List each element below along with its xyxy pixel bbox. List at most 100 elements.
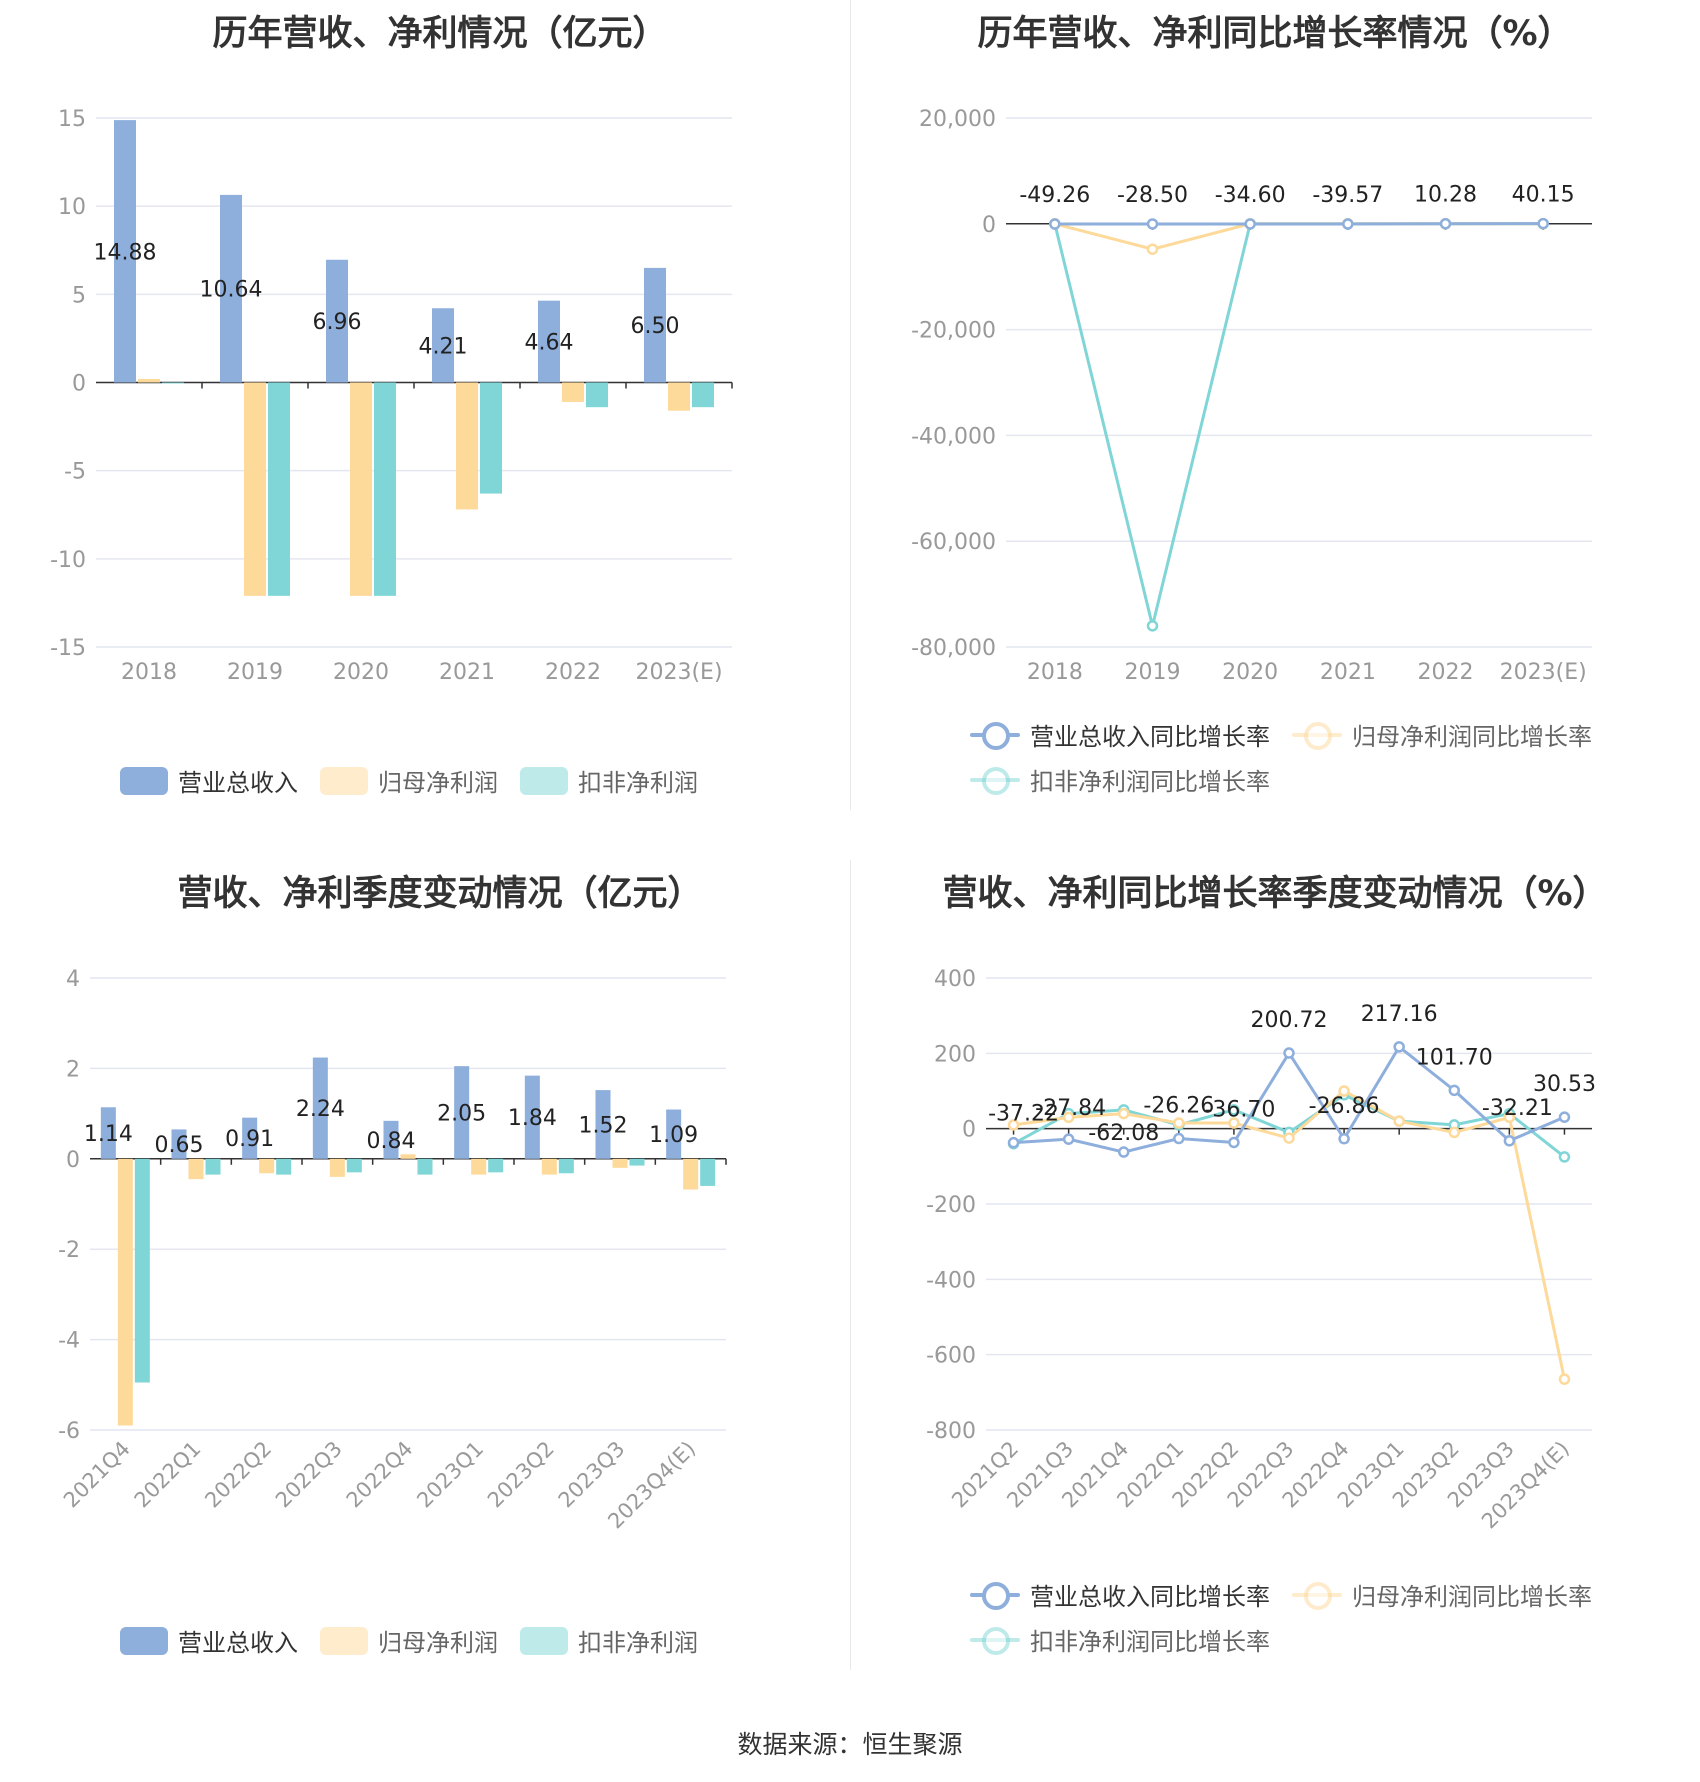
x-tick-label: 2020 bbox=[1222, 660, 1278, 685]
data-label: -36.70 bbox=[1204, 1097, 1275, 1122]
series-point bbox=[1503, 1135, 1516, 1147]
y-tick-label: 0 bbox=[66, 1148, 80, 1173]
bar bbox=[346, 1158, 362, 1173]
bar bbox=[205, 1158, 221, 1175]
legend-item[interactable]: 扣非净利润同比增长率 bbox=[970, 757, 1270, 802]
bar bbox=[329, 1158, 345, 1177]
x-tick-label: 2021 bbox=[1320, 660, 1376, 685]
series-point bbox=[1173, 1132, 1185, 1145]
y-tick-label: 400 bbox=[934, 967, 976, 992]
chart-plot: 420-2-4-61.142021Q40.652022Q10.912022Q22… bbox=[58, 967, 727, 1533]
legend-swatch bbox=[520, 766, 568, 795]
y-tick-label: -200 bbox=[926, 1193, 976, 1218]
series-point bbox=[1007, 1136, 1020, 1149]
y-tick-label: -6 bbox=[58, 1419, 80, 1444]
data-label: -27.84 bbox=[1035, 1096, 1106, 1121]
legend-label: 归母净利润同比增长率 bbox=[1352, 723, 1592, 751]
legend-item[interactable]: 扣非净利润 bbox=[520, 1618, 698, 1663]
bar bbox=[541, 1158, 557, 1175]
series-point bbox=[1228, 1136, 1240, 1149]
bar bbox=[683, 1158, 699, 1190]
legend-item[interactable]: 归母净利润同比增长率 bbox=[1292, 1572, 1592, 1617]
legend-label: 扣非净利润同比增长率 bbox=[1030, 768, 1270, 796]
chart-plot: 15 10 5 0 -5 -10 -15 14.88 2018 10.64 2019 6.96 2020… bbox=[50, 107, 733, 685]
series-point bbox=[1448, 1084, 1461, 1097]
data-label: 0.65 bbox=[155, 1133, 204, 1158]
bar bbox=[562, 382, 584, 402]
series-point bbox=[1062, 1111, 1075, 1124]
legend-label: 扣非净利润 bbox=[578, 769, 698, 797]
data-label: 1.14 bbox=[84, 1122, 133, 1147]
bar bbox=[188, 1158, 204, 1180]
legend-label: 营业总收入 bbox=[178, 1629, 298, 1657]
data-label: -26.86 bbox=[1309, 1094, 1380, 1119]
bar bbox=[350, 382, 372, 596]
x-tick-label: 2019 bbox=[227, 660, 283, 685]
chart-quarterly-revenue-profit: 营收、净利季度变动情况（亿元） 4 2 0 -2 -4 -6 1.14 2021Q4 0.65 2… bbox=[0, 860, 850, 1680]
x-tick-label: 2023(E) bbox=[1500, 660, 1587, 685]
x-tick-label: 2022Q4 bbox=[342, 1437, 418, 1513]
data-label: 10.28 bbox=[1414, 183, 1477, 208]
data-label: 0.91 bbox=[225, 1127, 274, 1152]
data-label: 2.24 bbox=[296, 1097, 345, 1122]
legend-item[interactable]: 归母净利润 bbox=[320, 758, 498, 803]
legend-swatch bbox=[970, 1625, 1020, 1655]
chart-legend: 营业总收入同比增长率 归母净利润同比增长率扣非净利润同比增长率 bbox=[970, 712, 1650, 802]
bar bbox=[612, 1158, 628, 1168]
chart-legend: 营业总收入 归母净利润 扣非净利润 bbox=[120, 1618, 720, 1663]
data-label: -28.50 bbox=[1117, 183, 1188, 208]
legend-item[interactable]: 营业总收入同比增长率 bbox=[970, 712, 1270, 757]
y-tick-label: -10 bbox=[50, 548, 86, 573]
chart-annual-revenue-profit: 历年营收、净利情况（亿元） 15 10 5 0 -5 -10 -15 14.88 2018 10.… bbox=[0, 0, 850, 797]
series-point bbox=[1537, 217, 1549, 230]
data-label: 101.70 bbox=[1416, 1045, 1493, 1070]
legend-swatch bbox=[970, 720, 1020, 750]
series-point bbox=[1448, 1126, 1461, 1139]
bar bbox=[117, 1158, 133, 1426]
data-label: 40.15 bbox=[1512, 183, 1575, 208]
y-tick-label: -15 bbox=[50, 636, 86, 661]
legend-item[interactable]: 归母净利润同比增长率 bbox=[1292, 712, 1592, 757]
data-label: 6.96 bbox=[313, 310, 362, 335]
data-label: -37.22 bbox=[988, 1102, 1059, 1127]
bar bbox=[700, 1158, 716, 1186]
bar bbox=[666, 1109, 682, 1159]
series-point bbox=[1117, 1107, 1130, 1120]
y-tick-label: -400 bbox=[926, 1268, 976, 1293]
series-point bbox=[1007, 1119, 1020, 1131]
series-point bbox=[1117, 1146, 1130, 1158]
data-label: -62.08 bbox=[1088, 1121, 1159, 1146]
series-point bbox=[1244, 218, 1256, 230]
legend-item[interactable]: 扣非净利润同比增长率 bbox=[970, 1617, 1270, 1662]
legend-swatch bbox=[320, 766, 368, 795]
legend-item[interactable]: 扣非净利润 bbox=[520, 758, 698, 803]
series-point bbox=[1228, 1104, 1240, 1116]
legend-swatch bbox=[970, 1580, 1020, 1610]
legend-item[interactable]: 营业总收入 bbox=[120, 1618, 298, 1663]
legend-swatch bbox=[120, 1626, 168, 1655]
data-label: 200.72 bbox=[1251, 1008, 1328, 1033]
bar bbox=[456, 382, 478, 510]
legend-label: 归母净利润 bbox=[378, 1629, 498, 1657]
data-label: -32.21 bbox=[1482, 1096, 1553, 1121]
bar bbox=[114, 120, 136, 383]
legend-swatch bbox=[520, 1626, 568, 1655]
legend-item[interactable]: 归母净利润 bbox=[320, 1618, 498, 1663]
bar bbox=[629, 1158, 645, 1166]
legend-item[interactable]: 营业总收入同比增长率 bbox=[970, 1572, 1270, 1617]
y-tick-label: 2 bbox=[66, 1057, 80, 1082]
y-tick-label: -80,000 bbox=[911, 636, 996, 661]
legend-item[interactable]: 营业总收入 bbox=[120, 758, 298, 803]
bar bbox=[312, 1057, 328, 1159]
bar bbox=[558, 1158, 574, 1174]
data-label: 30.53 bbox=[1533, 1072, 1596, 1097]
y-tick-label: -5 bbox=[64, 460, 86, 485]
chart-legend: 营业总收入 归母净利润 扣非净利润 bbox=[120, 758, 720, 803]
bar bbox=[644, 267, 666, 383]
y-tick-label: 20,000 bbox=[919, 107, 996, 132]
series-point bbox=[1439, 217, 1452, 230]
x-tick-label: 2018 bbox=[121, 660, 177, 685]
vertical-divider bbox=[850, 0, 851, 810]
series-point bbox=[1173, 1117, 1185, 1129]
series-point bbox=[1146, 620, 1159, 632]
